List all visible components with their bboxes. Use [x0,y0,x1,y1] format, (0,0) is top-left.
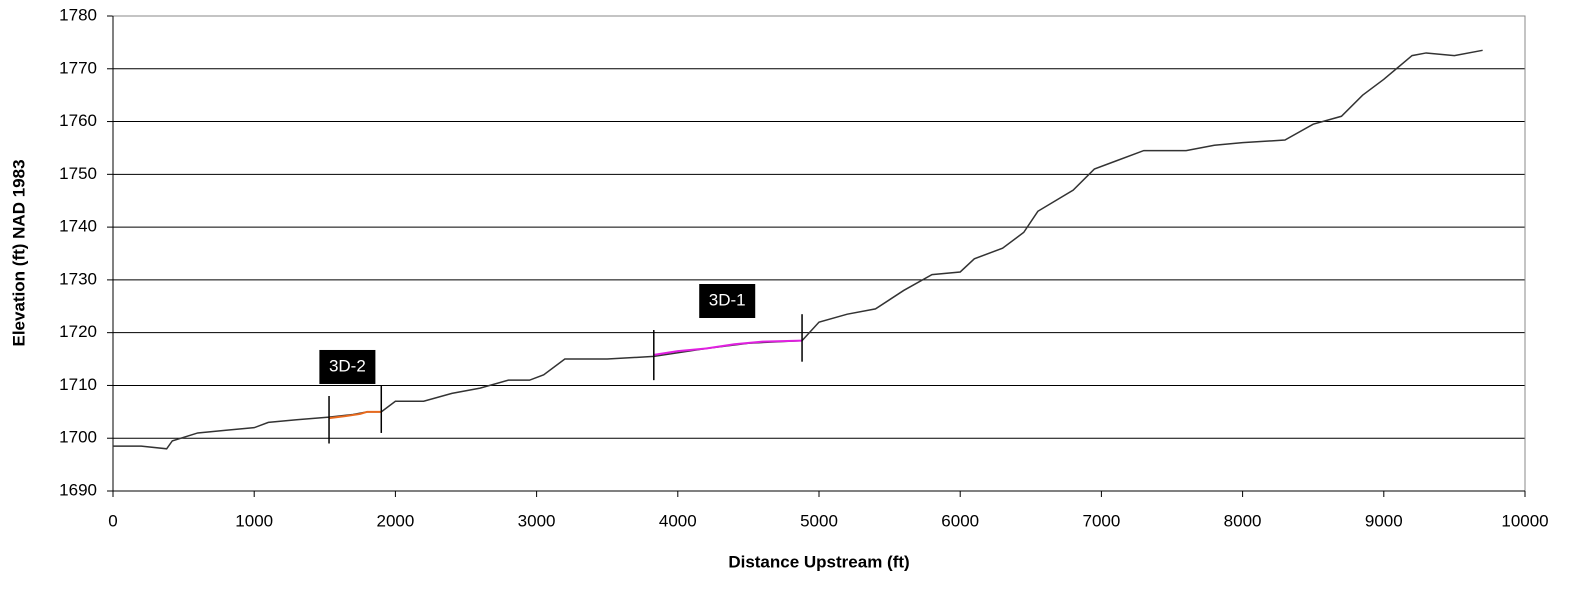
x-tick-label: 7000 [1082,511,1120,530]
annotation-label: 3D-2 [329,356,366,375]
x-tick-label: 0 [108,511,117,530]
x-tick-label: 2000 [376,511,414,530]
x-tick-label: 10000 [1501,511,1548,530]
series-line [653,339,803,356]
y-tick-label: 1710 [59,375,97,394]
x-tick-label: 5000 [800,511,838,530]
plot-border [112,15,1526,492]
y-tick-label: 1770 [59,58,97,77]
x-axis-title: Distance Upstream (ft) [728,552,909,571]
y-tick-label: 1700 [59,428,97,447]
x-tick-label: 1000 [235,511,273,530]
x-tick-label: 4000 [659,511,697,530]
y-tick-label: 1690 [59,480,97,499]
x-tick-label: 6000 [941,511,979,530]
annotation-box [699,284,756,318]
annotation-box [319,349,376,384]
y-tick-label: 1740 [59,217,97,236]
series-line [328,410,382,420]
y-tick-label: 1760 [59,111,97,130]
x-tick-label: 8000 [1224,511,1262,530]
x-tick-label: 3000 [518,511,556,530]
x-tick-label: 9000 [1365,511,1403,530]
annotation-label: 3D-1 [709,290,746,309]
y-tick-label: 1720 [59,322,97,341]
y-axis-title: Elevation (ft) NAD 1983 [9,159,28,346]
series-line [113,49,1483,450]
y-tick-label: 1780 [59,5,97,24]
y-tick-label: 1730 [59,269,97,288]
y-tick-label: 1750 [59,164,97,183]
